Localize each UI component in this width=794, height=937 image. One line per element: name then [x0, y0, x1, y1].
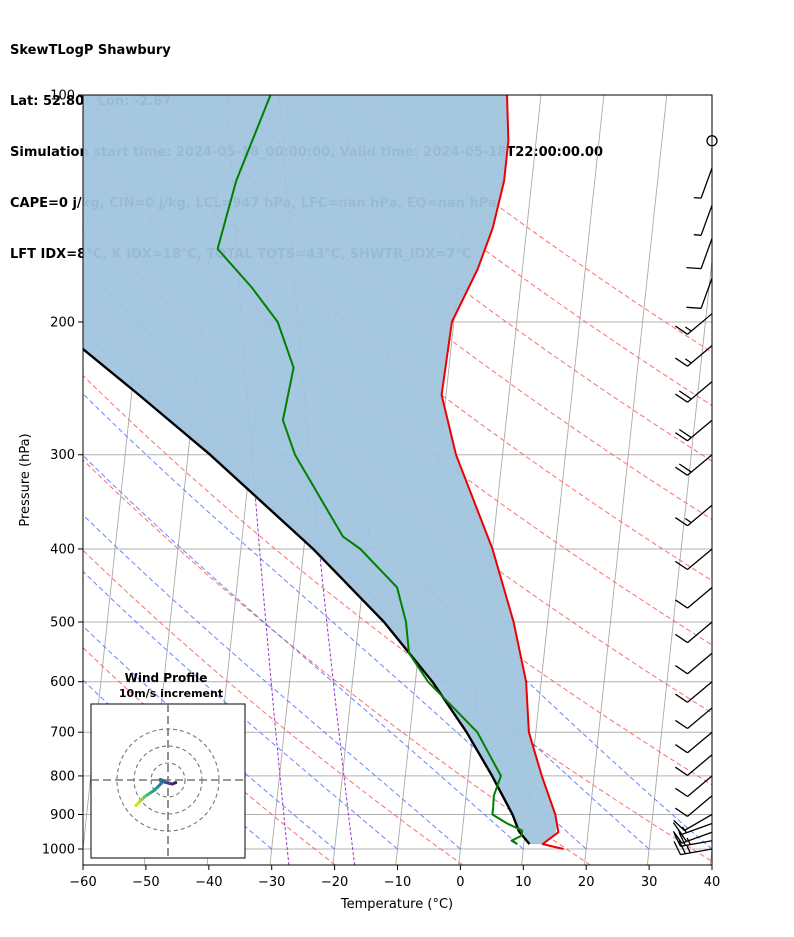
- x-tick-label: −30: [258, 875, 285, 890]
- wind-barb: [686, 238, 713, 270]
- x-tick-label: −20: [321, 875, 348, 890]
- wind-barb: [675, 419, 713, 442]
- y-tick-label: 800: [50, 769, 75, 784]
- y-tick-label: 700: [50, 726, 75, 741]
- x-tick-label: 0: [456, 875, 464, 890]
- hodograph-ring: [150, 762, 186, 798]
- inset-plot: [91, 704, 245, 858]
- y-tick-label: 400: [50, 542, 75, 557]
- wind-barb: [675, 621, 713, 644]
- x-axis-label: Temperature (°C): [340, 897, 453, 912]
- x-tick-label: 40: [704, 875, 721, 890]
- x-tick-label: −40: [195, 875, 222, 890]
- moist-adiabat: [83, 393, 587, 850]
- parcel-profile: [83, 347, 531, 845]
- wind-barb-calm: [706, 135, 718, 147]
- wind-barb: [675, 504, 713, 527]
- dewpoint-profile: [216, 95, 524, 845]
- wind-barb: [675, 707, 713, 730]
- wind-barb: [673, 813, 713, 832]
- wind-barb: [675, 652, 713, 675]
- y-tick-label: 600: [50, 675, 75, 690]
- x-tick-label: 30: [641, 875, 658, 890]
- isotherm-line: [521, 95, 605, 865]
- dry-adiabat: [93, 95, 712, 582]
- wind-barb: [686, 278, 713, 309]
- wind-barb: [675, 313, 713, 335]
- wind-barb: [675, 345, 713, 367]
- moist-adiabat: [83, 514, 461, 850]
- hodograph-segment: [134, 801, 140, 807]
- moist-adiabat: [83, 570, 398, 850]
- y-tick-label: 100: [50, 89, 75, 104]
- inset-subtitle: 10m/s increment: [119, 687, 223, 700]
- y-tick-label: 200: [50, 315, 75, 330]
- wind-barb: [675, 754, 713, 776]
- dry-adiabat: [83, 549, 463, 865]
- x-tick-label: 20: [578, 875, 595, 890]
- wind-barb: [675, 381, 713, 403]
- y-axis-label: Pressure (hPa): [18, 433, 33, 526]
- y-tick-label: 300: [50, 448, 75, 463]
- wind-barb: [675, 681, 713, 703]
- cape-shading: [83, 95, 558, 845]
- inset-title: Wind Profile: [125, 671, 208, 685]
- wind-barb: [675, 587, 713, 609]
- wind-barb: [675, 775, 713, 798]
- wind-barbs: [672, 135, 718, 856]
- wind-profile-inset: Wind Profile 10m/s increment: [90, 671, 246, 859]
- y-tick-label: 500: [50, 616, 75, 631]
- wind-barb: [675, 731, 713, 754]
- wind-barb: [693, 167, 713, 199]
- isotherm-line: [584, 95, 668, 865]
- wind-barb: [675, 795, 713, 817]
- moist-adiabat: [83, 454, 524, 850]
- x-tick-label: 10: [515, 875, 532, 890]
- temperature-profile: [440, 95, 564, 850]
- x-tick-label: −60: [69, 875, 96, 890]
- y-tick-label: 1000: [42, 843, 75, 858]
- x-tick-label: −10: [384, 875, 411, 890]
- isotherm-line: [646, 256, 712, 865]
- wind-barb: [673, 840, 713, 856]
- wind-barb: [675, 454, 713, 476]
- x-tick-label: −50: [132, 875, 159, 890]
- wind-barb: [675, 548, 713, 571]
- isotherm-line: [709, 844, 712, 865]
- dry-adiabat: [353, 95, 712, 353]
- y-tick-label: 900: [50, 808, 75, 823]
- axes: −60 −50 −40 −30 −20 −10 0 10 20 30 40 1000 900 800 700…: [42, 89, 720, 891]
- wind-barb: [673, 832, 713, 847]
- moist-adiabat: [83, 625, 335, 850]
- chart-title: SkewTLogP Shawbury: [10, 43, 171, 58]
- wind-barb: [693, 204, 713, 236]
